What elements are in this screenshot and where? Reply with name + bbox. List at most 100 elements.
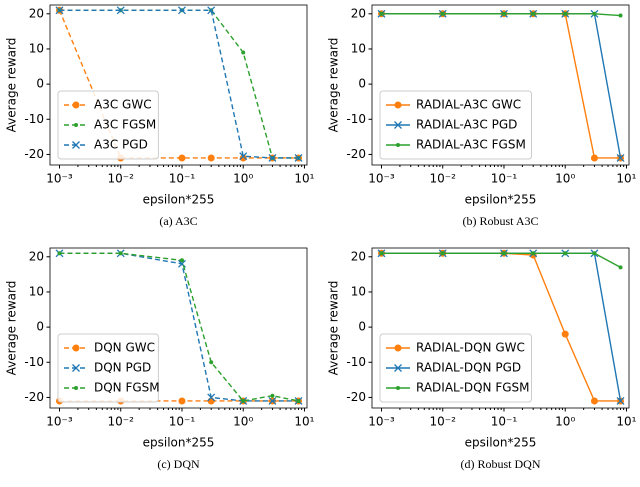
y-tick-label: -10 xyxy=(346,112,366,126)
marker xyxy=(590,154,598,162)
legend: DQN GWC DQN PGD DQN FGSM xyxy=(57,333,160,403)
legend-marker xyxy=(396,143,400,147)
y-tick-label: 0 xyxy=(36,77,44,91)
marker-x xyxy=(178,6,186,15)
x-tick-label: 10⁻¹ xyxy=(491,172,518,186)
marker xyxy=(239,152,248,161)
y-tick-label: -20 xyxy=(346,390,366,404)
marker-x xyxy=(616,154,625,162)
marker xyxy=(563,251,568,256)
marker xyxy=(239,154,247,162)
legend-label: RADIAL-A3C FGSM xyxy=(416,138,526,152)
marker xyxy=(55,6,64,15)
x-tick-label: 10⁻² xyxy=(108,415,135,429)
marker xyxy=(379,11,384,16)
marker xyxy=(207,154,215,162)
marker xyxy=(57,251,62,256)
marker xyxy=(178,397,186,405)
marker xyxy=(179,258,184,263)
legend-label: A3C FGSM xyxy=(94,118,156,132)
marker xyxy=(294,154,303,162)
marker xyxy=(207,6,216,15)
legend-marker xyxy=(74,386,78,390)
legend-label: RADIAL-DQN PGD xyxy=(416,361,521,375)
legend-label: A3C GWC xyxy=(94,98,152,112)
legend-box xyxy=(57,90,159,160)
legend-marker xyxy=(394,344,402,352)
marker xyxy=(178,154,186,162)
legend-label: DQN FGSM xyxy=(94,381,160,395)
y-tick-label: 10 xyxy=(351,284,366,298)
y-axis-label: Average reward xyxy=(5,281,19,376)
x-axis-label: epsilon*255 xyxy=(143,193,215,207)
marker xyxy=(618,13,623,18)
x-tick-label: 10⁰ xyxy=(555,172,575,186)
x-axis-label: epsilon*255 xyxy=(465,436,537,450)
caption: (a) A3C xyxy=(159,214,197,228)
marker xyxy=(563,11,568,16)
y-axis-label: Average reward xyxy=(327,281,341,376)
y-tick-label: 20 xyxy=(29,249,44,263)
caption: (d) Robust DQN xyxy=(461,457,541,471)
x-tick-label: 10⁻³ xyxy=(46,415,73,429)
x-tick-label: 10⁻¹ xyxy=(491,415,518,429)
y-tick-label: -10 xyxy=(24,112,44,126)
marker xyxy=(440,11,445,16)
y-tick-label: 20 xyxy=(29,6,44,20)
caption: (b) Robust A3C xyxy=(462,214,538,228)
marker-x xyxy=(55,6,64,15)
caption: (c) DQN xyxy=(157,457,200,471)
legend-marker xyxy=(72,101,80,109)
marker-x xyxy=(268,154,277,162)
y-tick-label: 10 xyxy=(29,41,44,55)
legend-label: RADIAL-DQN FGSM xyxy=(416,381,530,395)
marker xyxy=(270,393,275,398)
marker xyxy=(178,6,186,15)
marker-x xyxy=(207,6,216,15)
legend-marker xyxy=(72,364,80,372)
plot-frame xyxy=(371,4,630,166)
marker xyxy=(592,11,597,16)
marker xyxy=(618,265,623,270)
marker xyxy=(241,50,246,55)
plot-frame xyxy=(49,247,308,409)
x-tick-label: 10⁻³ xyxy=(368,172,395,186)
y-tick-label: 20 xyxy=(351,249,366,263)
x-tick-label: 10⁻² xyxy=(430,172,457,186)
marker xyxy=(268,397,277,405)
y-tick-label: -20 xyxy=(24,147,44,161)
marker xyxy=(209,360,214,365)
x-tick-label: 10⁰ xyxy=(233,415,253,429)
legend-label: DQN PGD xyxy=(94,361,151,375)
x-tick-label: 10⁰ xyxy=(555,415,575,429)
marker xyxy=(379,251,384,256)
y-tick-label: -20 xyxy=(346,147,366,161)
x-tick-label: 10⁰ xyxy=(233,172,253,186)
marker-x xyxy=(294,154,303,162)
marker xyxy=(116,6,125,15)
marker xyxy=(592,251,597,256)
x-tick-label: 10¹ xyxy=(616,172,636,186)
legend-label: RADIAL-A3C PGD xyxy=(416,118,517,132)
marker xyxy=(616,397,625,405)
y-tick-label: -10 xyxy=(346,355,366,369)
legend: RADIAL-A3C GWC RADIAL-A3C PGD RADIAL-A3C F… xyxy=(379,90,532,160)
y-tick-label: 10 xyxy=(351,41,366,55)
marker xyxy=(296,398,301,403)
legend-marker xyxy=(394,364,402,372)
x-axis-label: epsilon*255 xyxy=(143,436,215,450)
marker xyxy=(531,251,536,256)
y-tick-label: 0 xyxy=(358,320,366,334)
marker-x xyxy=(207,393,216,402)
marker-x xyxy=(616,397,625,405)
y-tick-label: 20 xyxy=(351,6,366,20)
y-tick-label: -10 xyxy=(24,355,44,369)
marker xyxy=(241,398,246,403)
marker xyxy=(531,11,536,16)
y-axis-label: Average reward xyxy=(327,38,341,133)
legend-label: DQN GWC xyxy=(94,341,155,355)
y-tick-label: 0 xyxy=(358,77,366,91)
x-tick-label: 10¹ xyxy=(294,415,314,429)
marker xyxy=(207,393,216,402)
